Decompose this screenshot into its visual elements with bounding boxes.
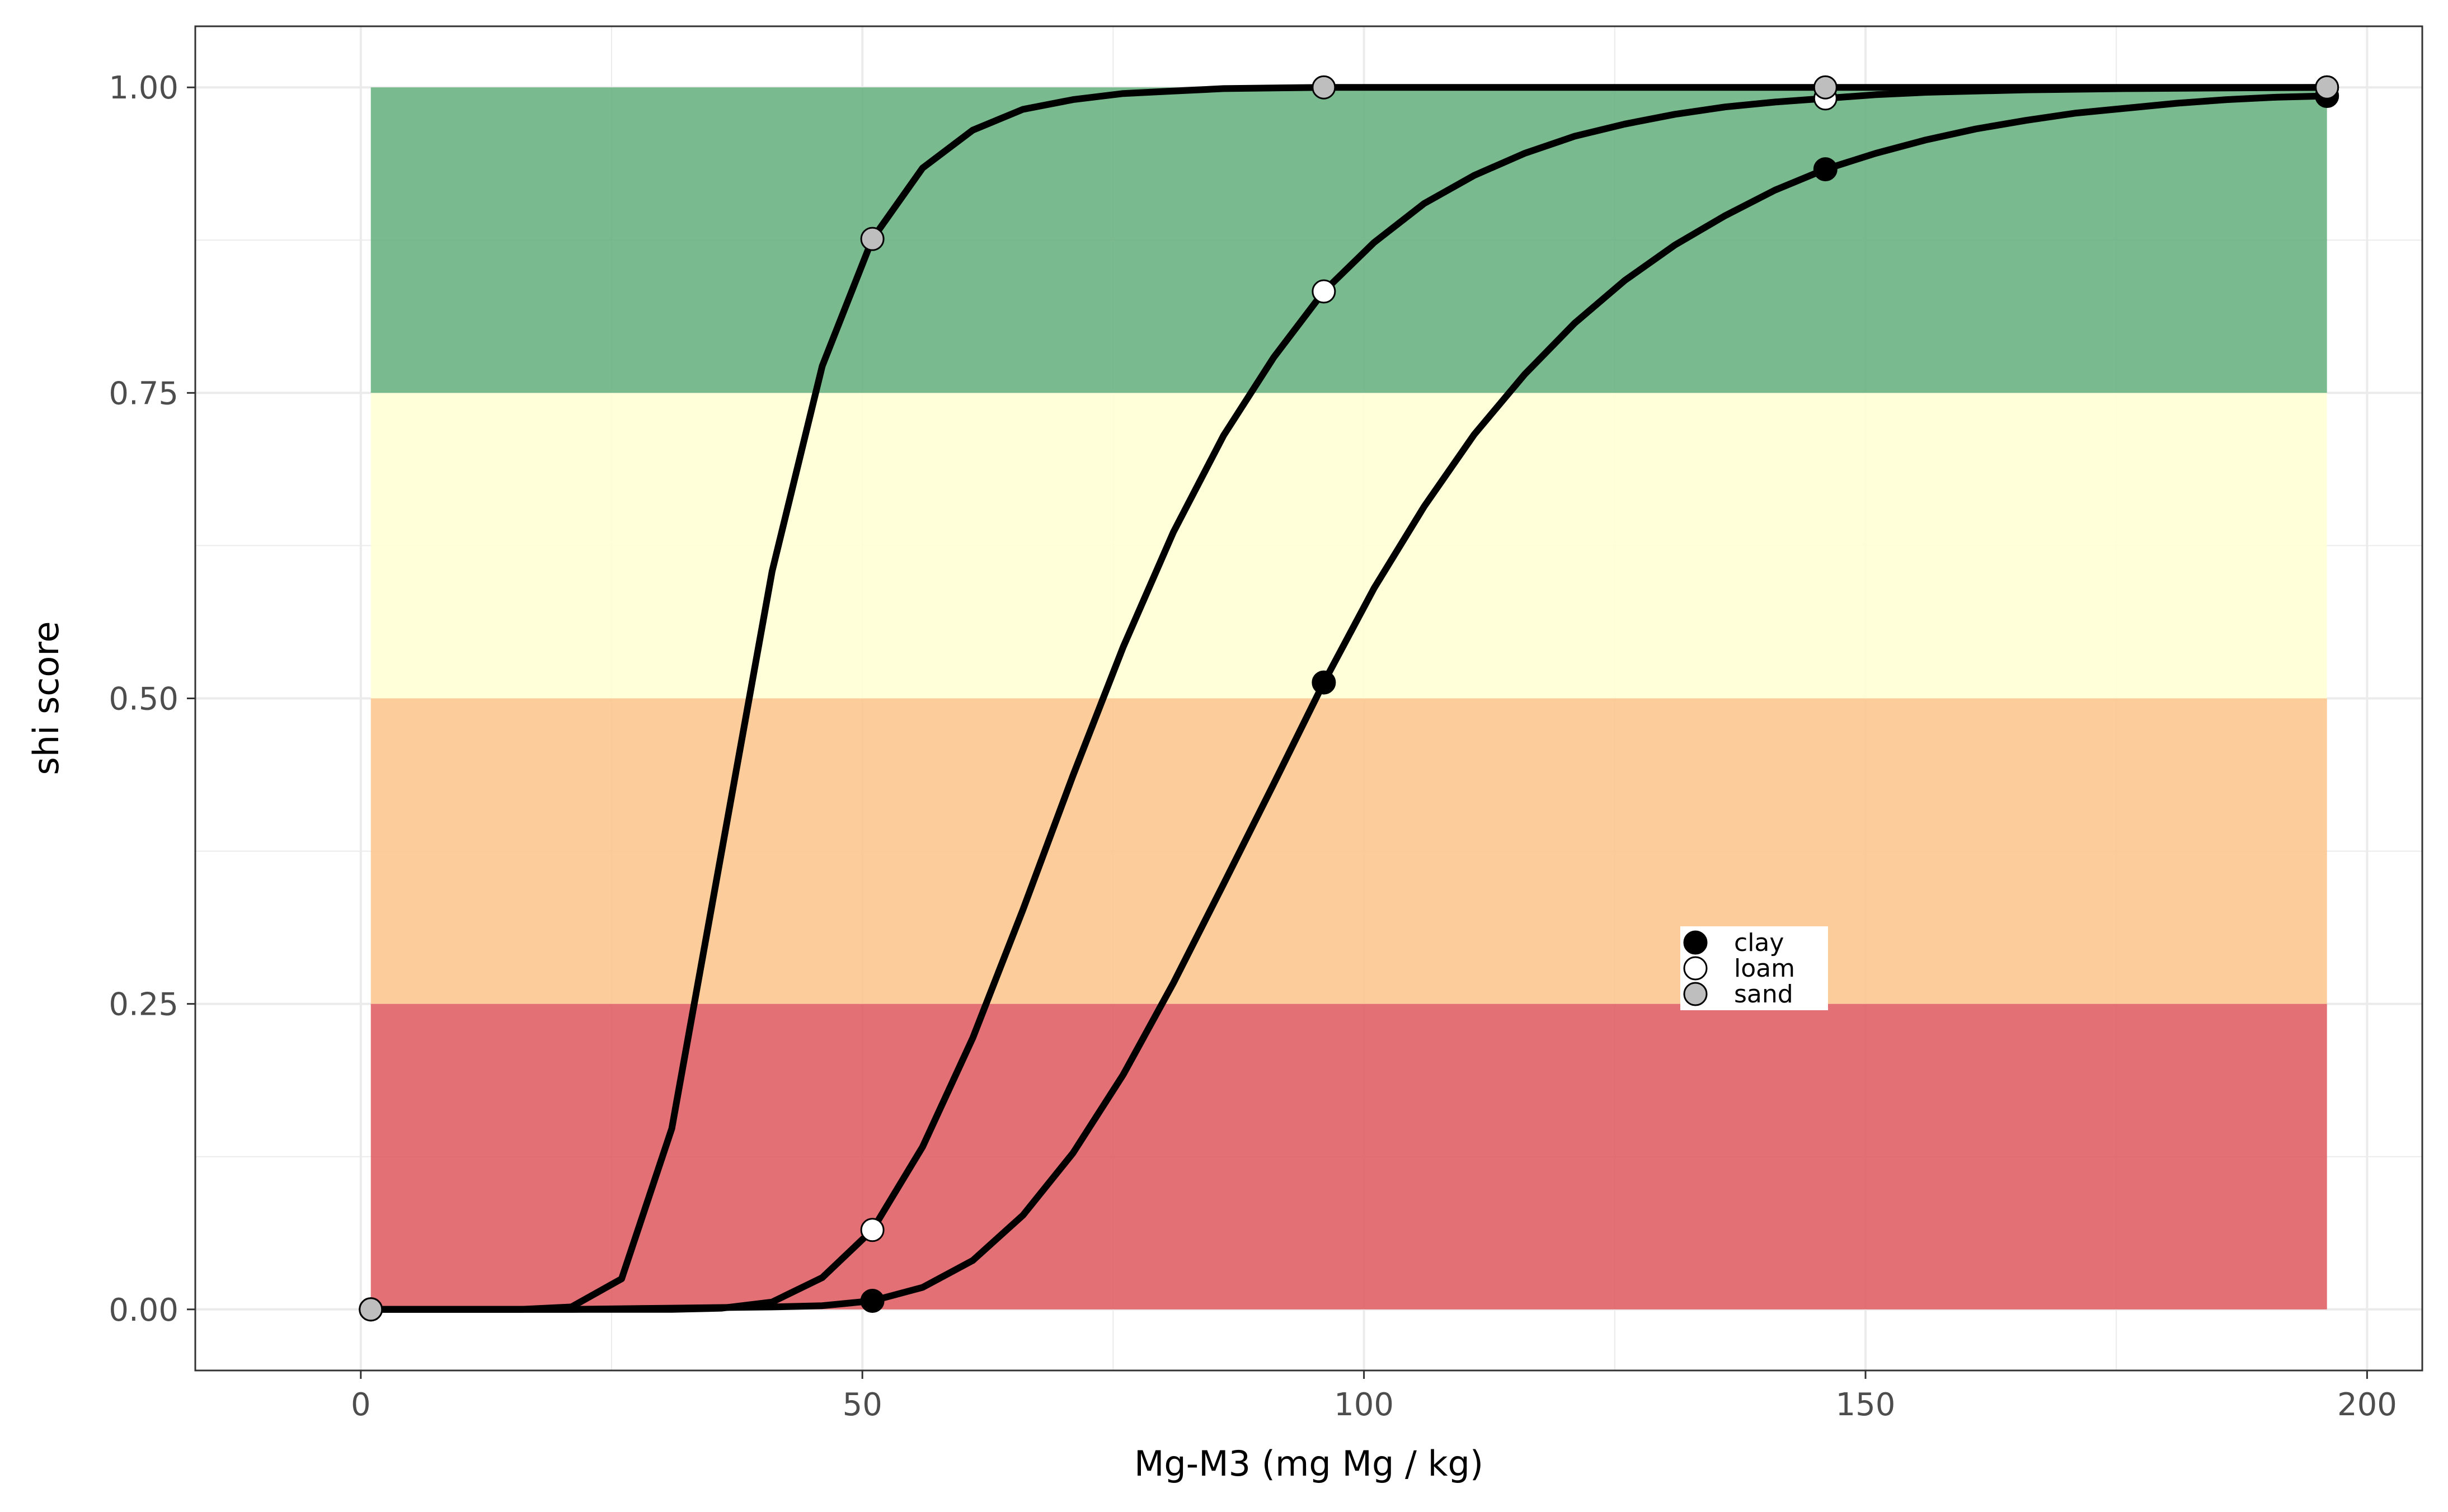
point-clay — [1813, 157, 1838, 182]
x-tick-label: 50 — [843, 1387, 882, 1423]
score-band — [370, 87, 2327, 393]
score-band — [370, 1004, 2327, 1310]
point-sand — [359, 1297, 383, 1322]
x-axis-title: Mg-M3 (mg Mg / kg) — [1134, 1443, 1483, 1484]
y-tick-label: 0.25 — [109, 987, 178, 1023]
x-tick-label: 0 — [351, 1387, 371, 1423]
series-line-clay — [367, 92, 2330, 1313]
point-loam — [1312, 279, 1336, 304]
x-tick-label: 150 — [1836, 1387, 1896, 1423]
y-tick-label: 0.00 — [109, 1292, 178, 1329]
y-tick-label: 0.50 — [109, 681, 178, 718]
legend-key-clay — [1683, 930, 1708, 955]
x-tick-label: 200 — [2337, 1387, 2397, 1423]
x-tick-labels: 0 50 100 150 200 — [351, 1387, 2397, 1423]
point-loam — [860, 1218, 885, 1242]
score-band — [370, 698, 2327, 1004]
point-clay — [860, 1288, 885, 1313]
point-sand — [1312, 75, 1336, 100]
score-bands — [370, 87, 2327, 1310]
legend-key-sand — [1683, 982, 1708, 1006]
score-band — [370, 393, 2327, 699]
series-points — [359, 75, 2339, 1322]
legend-key-loam — [1683, 956, 1708, 981]
series-line-sand — [367, 84, 2330, 1313]
x-tick-label: 100 — [1334, 1387, 1394, 1423]
legend-label-clay: clay — [1734, 929, 1784, 957]
y-tick-label: 1.00 — [109, 70, 178, 106]
axis-ticks — [187, 86, 2368, 1379]
y-tick-labels: 0.00 0.25 0.50 0.75 1.00 — [109, 70, 178, 1329]
point-sand — [2315, 75, 2339, 100]
point-sand — [1813, 75, 1838, 100]
point-sand — [860, 227, 885, 251]
legend-label-loam: loam — [1734, 954, 1795, 983]
y-axis-title: shi score — [26, 621, 67, 775]
point-clay — [1312, 670, 1336, 695]
y-tick-label: 0.75 — [109, 375, 178, 412]
legend-label-sand: sand — [1734, 980, 1793, 1009]
